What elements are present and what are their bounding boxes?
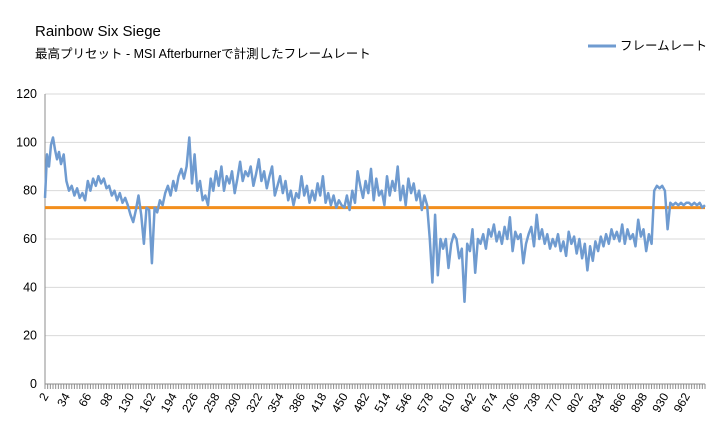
x-tick-label: 66 — [76, 390, 95, 409]
x-tick-label: 482 — [350, 390, 372, 415]
x-tick-label: 642 — [457, 390, 479, 415]
chart-subtitle: 最高プリセット - MSI Afterburnerで計測したフレームレート — [35, 47, 371, 61]
x-tick-label: 706 — [500, 390, 522, 415]
x-tick-label: 226 — [179, 390, 201, 415]
x-tick-labels: 2 34 66 98 130 162 194 226 258 290 322 354 386 418 450… — [36, 390, 693, 415]
series-line — [43, 136, 706, 304]
x-tick-label: 2 — [36, 390, 52, 403]
y-tick-label: 0 — [30, 377, 37, 391]
x-tick-label: 514 — [371, 390, 393, 415]
legend: フレームレート — [588, 39, 707, 53]
y-tick-labels: 0 20 40 60 80 100 120 — [16, 87, 37, 391]
x-tick-label: 578 — [414, 390, 436, 415]
x-tick-label: 674 — [478, 390, 500, 415]
y-tick-label: 20 — [23, 329, 37, 343]
x-tick-label: 258 — [200, 390, 222, 415]
x-tick-label: 450 — [329, 390, 351, 415]
x-tick-label: 290 — [222, 390, 244, 415]
y-tick-label: 60 — [23, 232, 37, 246]
y-tick-label: 100 — [16, 135, 37, 149]
x-tick-label: 162 — [136, 390, 158, 415]
x-tick-label: 866 — [607, 390, 629, 415]
x-tick-label: 194 — [158, 390, 180, 415]
y-tick-label: 40 — [23, 280, 37, 294]
x-tick-label: 770 — [542, 390, 564, 415]
x-tick-label: 962 — [671, 390, 693, 415]
y-tick-label: 80 — [23, 184, 37, 198]
x-tick-label: 546 — [393, 390, 415, 415]
axes — [44, 94, 706, 389]
x-tick-label: 834 — [585, 390, 607, 415]
x-tick-label: 802 — [564, 390, 586, 415]
y-tick-label: 120 — [16, 87, 37, 101]
x-tick-label: 898 — [628, 390, 650, 415]
x-tick-label: 322 — [243, 390, 265, 415]
x-tick-label: 930 — [649, 390, 671, 415]
x-tick-label: 34 — [54, 390, 73, 409]
x-tick-label: 738 — [521, 390, 543, 415]
chart-title: Rainbow Six Siege — [35, 23, 161, 40]
x-tick-label: 98 — [97, 390, 116, 409]
x-tick-label: 130 — [115, 390, 137, 415]
x-tick-label: 354 — [265, 390, 287, 415]
x-tick-label: 610 — [436, 390, 458, 415]
x-tick-label: 386 — [286, 390, 308, 415]
x-tick-label: 418 — [307, 390, 329, 415]
legend-label: フレームレート — [620, 39, 707, 53]
